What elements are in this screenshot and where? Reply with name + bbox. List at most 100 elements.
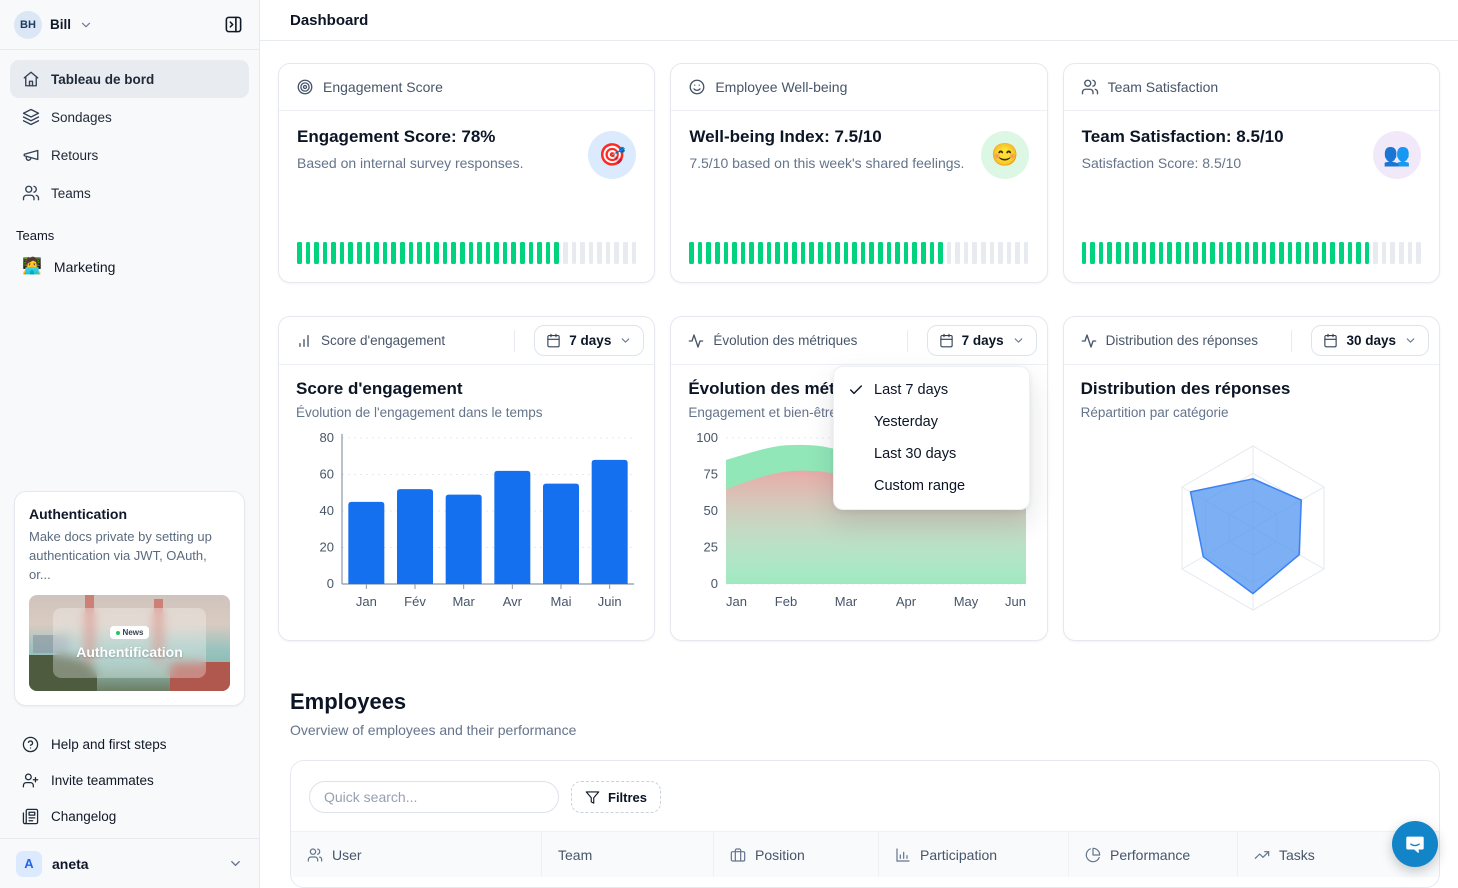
filters-label: Filtres [608,789,648,805]
sidebar-item-help[interactable]: Help and first steps [10,726,249,762]
svg-text:75: 75 [704,467,718,482]
table-toolbar: Filtres [291,761,1439,831]
column-header-team[interactable]: Team [541,832,713,877]
sidebar-item-changelog[interactable]: Changelog [10,798,249,834]
card-header-label: Engagement Score [323,79,443,95]
menu-item-label: Custom range [874,478,966,494]
help-circle-icon [22,736,39,753]
page-title: Dashboard [290,11,369,29]
promo-title: Authentication [29,506,127,523]
target-icon [296,78,314,96]
metric-title: Well-being Index: 7.5/10 [689,127,882,146]
date-range-button[interactable]: 7 days [534,325,645,356]
svg-text:May: May [954,594,979,609]
date-range-dropdown-menu: Last 7 days Yesterday Last 30 days Custo… [833,366,1030,510]
filters-button[interactable]: Filtres [571,781,662,813]
users-icon [307,847,323,863]
account-menu[interactable]: A aneta [0,838,259,888]
column-header-participation[interactable]: Participation [878,832,1068,877]
date-range-button[interactable]: 30 days [1311,325,1429,356]
calendar-icon [939,333,954,348]
date-range-button[interactable]: 7 days [926,325,1037,356]
workspace-switcher[interactable]: BH Bill [0,0,259,50]
segmented-progress-bar [279,242,654,282]
newspaper-icon [22,808,39,825]
sidebar-collapse-button[interactable] [219,11,247,39]
chart-card-header-label: Évolution des métriques [713,333,858,348]
layers-icon [22,108,40,126]
svg-text:Juin: Juin [598,594,622,609]
footer-item-label: Help and first steps [51,736,167,752]
home-icon [22,70,40,88]
sidebar: BH Bill Tableau de bord [0,0,260,888]
engagement-score-card: Engagement Score Engagement Score: 78% B… [278,63,656,283]
footer-item-label: Invite teammates [51,772,154,788]
svg-text:Mar: Mar [452,594,475,609]
svg-text:Mar: Mar [835,594,858,609]
svg-text:100: 100 [697,430,719,445]
svg-text:60: 60 [320,467,334,482]
smile-emoji-badge: 😊 [980,131,1029,179]
pie-chart-icon [1085,847,1101,863]
column-label: Performance [1110,846,1191,863]
svg-text:20: 20 [320,540,334,555]
bar-chart-axis-icon [895,847,911,863]
sidebar-item-invite[interactable]: Invite teammates [10,762,249,798]
chart-card-header-label: Score d'engagement [321,333,446,348]
svg-text:40: 40 [320,503,334,518]
sidebar-item-team-marketing[interactable]: 🧑‍💻 Marketing [0,249,259,285]
divider [514,329,516,352]
wellbeing-card: Employee Well-being Well-being Index: 7.… [670,63,1048,283]
menu-item-custom-range[interactable]: Custom range [840,470,1023,502]
people-emoji-badge: 👥 [1373,131,1421,179]
account-name: aneta [52,855,89,872]
employees-subtitle: Overview of employees and their performa… [290,722,577,738]
svg-text:Apr: Apr [896,594,917,609]
card-header-label: Team Satisfaction [1107,79,1219,95]
technologist-emoji-icon: 🧑‍💻 [22,258,42,275]
date-range-label: 7 days [569,333,612,348]
activity-icon [1081,333,1097,349]
metric-subtitle: Based on internal survey responses. [297,155,524,171]
footer-item-label: Changelog [51,808,117,824]
menu-item-yesterday[interactable]: Yesterday [840,406,1023,438]
divider [1291,329,1293,352]
column-header-position[interactable]: Position [713,832,878,877]
svg-text:Jan: Jan [356,594,377,609]
svg-text:80: 80 [320,430,334,445]
search-input[interactable] [309,781,559,813]
menu-item-last-7-days[interactable]: Last 7 days [840,374,1023,406]
employees-section-header: Employees Overview of employees and thei… [278,689,1440,738]
column-label: User [332,846,362,863]
sidebar-item-label: Tableau de bord [51,71,155,87]
date-range-label: 30 days [1346,333,1396,348]
column-label: Tasks [1279,846,1315,863]
chat-bubble-icon [1404,833,1426,855]
authentication-promo-card[interactable]: Authentication Make docs private by sett… [14,491,245,706]
sidebar-item-feedback[interactable]: Retours [10,136,249,174]
menu-item-last-30-days[interactable]: Last 30 days [840,438,1023,470]
briefcase-icon [730,847,746,863]
column-header-user[interactable]: User [291,832,541,877]
segmented-progress-bar [671,242,1046,282]
sidebar-item-dashboard[interactable]: Tableau de bord [10,60,249,98]
team-item-label: Marketing [53,259,116,275]
green-dot-icon [115,630,120,635]
column-label: Participation [920,846,998,863]
chart-title: Distribution des réponses [1080,379,1291,398]
sidebar-item-surveys[interactable]: Sondages [10,98,249,136]
chevron-down-icon [1012,334,1025,347]
top-bar: Dashboard [260,0,1458,41]
sidebar-item-teams[interactable]: Teams [10,174,249,212]
column-header-performance[interactable]: Performance [1068,832,1237,877]
menu-item-label: Yesterday [874,414,938,430]
smiley-icon [688,78,706,96]
column-header-tasks[interactable]: Tasks [1237,832,1439,877]
chat-launcher-button[interactable] [1392,821,1438,867]
metric-title: Team Satisfaction: 8.5/10 [1081,127,1284,146]
svg-text:25: 25 [704,540,718,555]
chart-title: Score d'engagement [296,379,463,398]
svg-text:Mai: Mai [551,594,572,609]
svg-text:50: 50 [704,503,718,518]
